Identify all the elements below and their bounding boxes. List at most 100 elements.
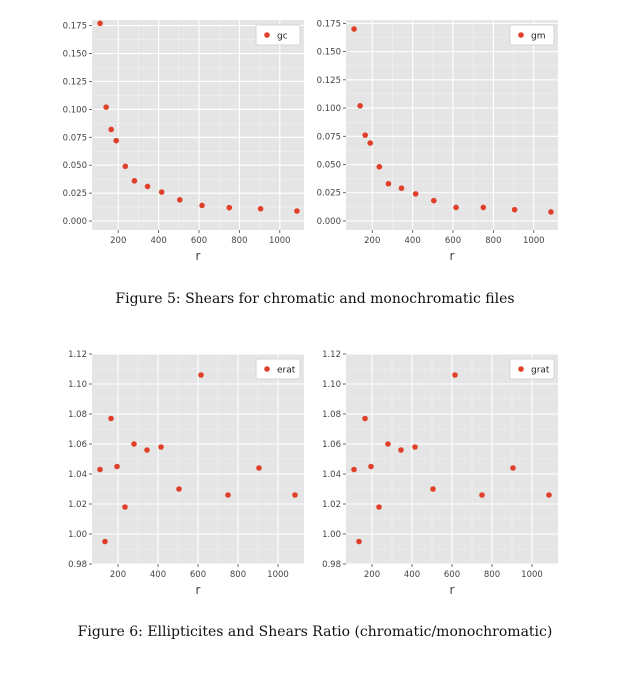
y-tick-label: 1.12: [68, 350, 87, 360]
data-point: [351, 26, 357, 32]
legend-marker: [518, 32, 524, 38]
data-point: [122, 504, 128, 510]
legend: gm: [509, 24, 555, 46]
data-point: [294, 208, 300, 214]
legend-marker: [264, 32, 270, 38]
data-point: [548, 209, 554, 215]
data-point: [114, 463, 120, 470]
data-point: [144, 183, 151, 190]
figure-5-caption: Figure 5: Shears for chromatic and monoc…: [115, 291, 514, 307]
x-tick-label: 600: [190, 570, 206, 580]
y-tick-label: 0.100: [63, 105, 87, 115]
data-point: [362, 132, 368, 138]
data-point: [97, 20, 103, 27]
y-tick-label: 1.04: [68, 470, 87, 480]
data-point: [452, 372, 458, 378]
x-tick-label: 800: [485, 236, 501, 246]
y-tick-label: 0.075: [317, 132, 341, 142]
plot-shears-chromatic: 0.000 0.025 0.050 0.075 0.100 0.125 0.150 0.175…: [63, 20, 304, 263]
y-tick-label: 0.000: [63, 217, 87, 227]
data-point: [546, 492, 552, 498]
data-point: [357, 103, 363, 109]
data-point: [362, 415, 368, 422]
data-point: [108, 126, 114, 133]
data-point: [199, 202, 205, 209]
data-point: [131, 178, 138, 184]
x-axis-label: r: [196, 249, 201, 263]
legend-marker: [264, 366, 270, 372]
y-tick-label: 0.175: [63, 22, 87, 32]
x-tick-label: 800: [484, 570, 500, 580]
data-point: [122, 163, 129, 170]
x-tick-label: 200: [110, 236, 126, 246]
x-axis-label: r: [196, 583, 201, 597]
y-tick-label: 0.175: [317, 19, 341, 29]
legend-label: gc: [277, 32, 288, 42]
legend-label: gm: [531, 32, 545, 42]
legend-label: grat: [531, 366, 550, 376]
legend: gc: [255, 24, 301, 46]
x-tick-label: 600: [445, 236, 461, 246]
data-point: [385, 180, 392, 187]
data-point: [351, 466, 357, 473]
x-tick-label: 1000: [267, 570, 289, 580]
legend-box: [509, 24, 555, 46]
y-tick-label: 0.050: [63, 161, 87, 171]
data-point: [376, 504, 382, 510]
y-tick-label: 0.025: [317, 189, 341, 199]
legend-box: [255, 24, 301, 46]
data-point: [368, 463, 374, 470]
data-point: [356, 538, 362, 545]
x-tick-label: 1000: [523, 236, 545, 246]
data-point: [176, 486, 182, 492]
x-tick-label: 800: [231, 236, 247, 246]
data-point: [292, 492, 298, 498]
x-tick-label: 200: [110, 570, 126, 580]
y-tick-label: 0.125: [63, 77, 87, 87]
y-tick-label: 0.075: [63, 133, 87, 143]
plot-area: [92, 20, 304, 230]
x-tick-label: 400: [150, 570, 166, 580]
data-point: [412, 191, 419, 197]
x-tick-label: 800: [230, 570, 246, 580]
x-tick-label: 600: [191, 236, 207, 246]
legend-box: [509, 358, 555, 380]
figure-6-caption: Figure 6: Ellipticites and Shears Ratio …: [78, 624, 553, 640]
data-point: [108, 415, 114, 422]
y-tick-label: 0.98: [322, 560, 341, 570]
data-point: [97, 466, 103, 473]
data-point: [479, 492, 485, 498]
y-tick-label: 0.150: [317, 48, 341, 58]
x-tick-label: 400: [405, 236, 421, 246]
plot-shears-monochromatic: 0.000 0.025 0.050 0.075 0.100 0.125 0.150 0.175…: [317, 19, 558, 263]
y-tick-label: 1.04: [322, 470, 341, 480]
data-point: [511, 206, 518, 213]
data-point: [430, 486, 436, 492]
data-point: [480, 204, 487, 211]
legend-box: [255, 358, 301, 380]
y-tick-label: 1.06: [68, 440, 87, 450]
legend-marker: [518, 366, 524, 372]
legend: erat: [255, 358, 301, 380]
data-point: [412, 444, 418, 450]
data-point: [257, 205, 264, 212]
x-tick-label: 1000: [521, 570, 543, 580]
y-tick-label: 1.06: [322, 440, 341, 450]
data-point: [431, 197, 437, 204]
plot-shear-ratio: 0.98 1.00 1.02 1.04 1.06 1.08 1.10 1.12 200 400 60…: [322, 350, 558, 597]
x-axis-label: r: [450, 583, 455, 597]
y-tick-label: 1.08: [68, 410, 87, 420]
y-tick-label: 0.125: [317, 76, 341, 86]
y-tick-label: 0.000: [317, 217, 341, 227]
x-tick-label: 1000: [269, 236, 291, 246]
x-tick-label: 400: [151, 236, 167, 246]
y-tick-label: 1.00: [322, 530, 341, 540]
legend: grat: [509, 358, 555, 380]
data-point: [385, 441, 391, 447]
data-point: [398, 185, 405, 192]
y-tick-label: 0.150: [63, 50, 87, 60]
data-point: [103, 104, 109, 110]
data-point: [102, 538, 108, 545]
data-point: [158, 444, 164, 450]
